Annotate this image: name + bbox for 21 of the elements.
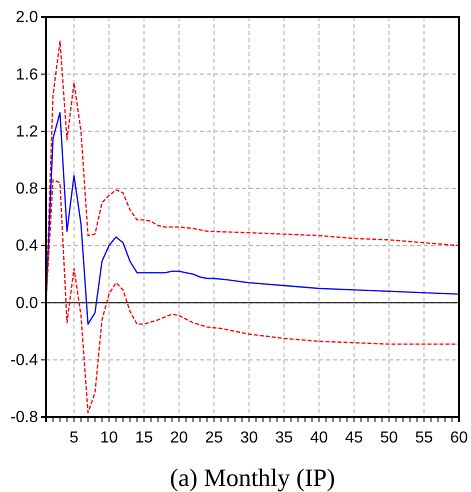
x-tick-label: 40 — [310, 430, 328, 447]
x-tick-label: 5 — [70, 430, 79, 447]
x-tick-label: 30 — [240, 430, 258, 447]
y-tick-label: 0.4 — [16, 238, 38, 255]
x-tick-label: 45 — [345, 430, 363, 447]
x-tick-label: 25 — [205, 430, 223, 447]
x-tick-label: 35 — [275, 430, 293, 447]
y-tick-label: 0.8 — [16, 180, 38, 198]
y-tick-label: 1.2 — [16, 123, 38, 140]
x-tick-label: 55 — [415, 430, 433, 447]
x-tick-label: 20 — [170, 430, 188, 447]
x-tick-label: 60 — [450, 430, 468, 447]
x-tick-label: 10 — [100, 430, 118, 447]
x-tick-label: 15 — [135, 430, 153, 447]
y-tick-label: 0.0 — [16, 294, 38, 312]
y-tick-label: -0.4 — [10, 352, 38, 369]
y-tick-label: 2.0 — [16, 9, 38, 26]
text: (a) Monthly (IP) — [170, 465, 336, 492]
y-tick-label: -0.8 — [10, 409, 38, 426]
y-tick-label: 1.6 — [16, 66, 38, 84]
x-tick-label: 50 — [380, 430, 398, 447]
